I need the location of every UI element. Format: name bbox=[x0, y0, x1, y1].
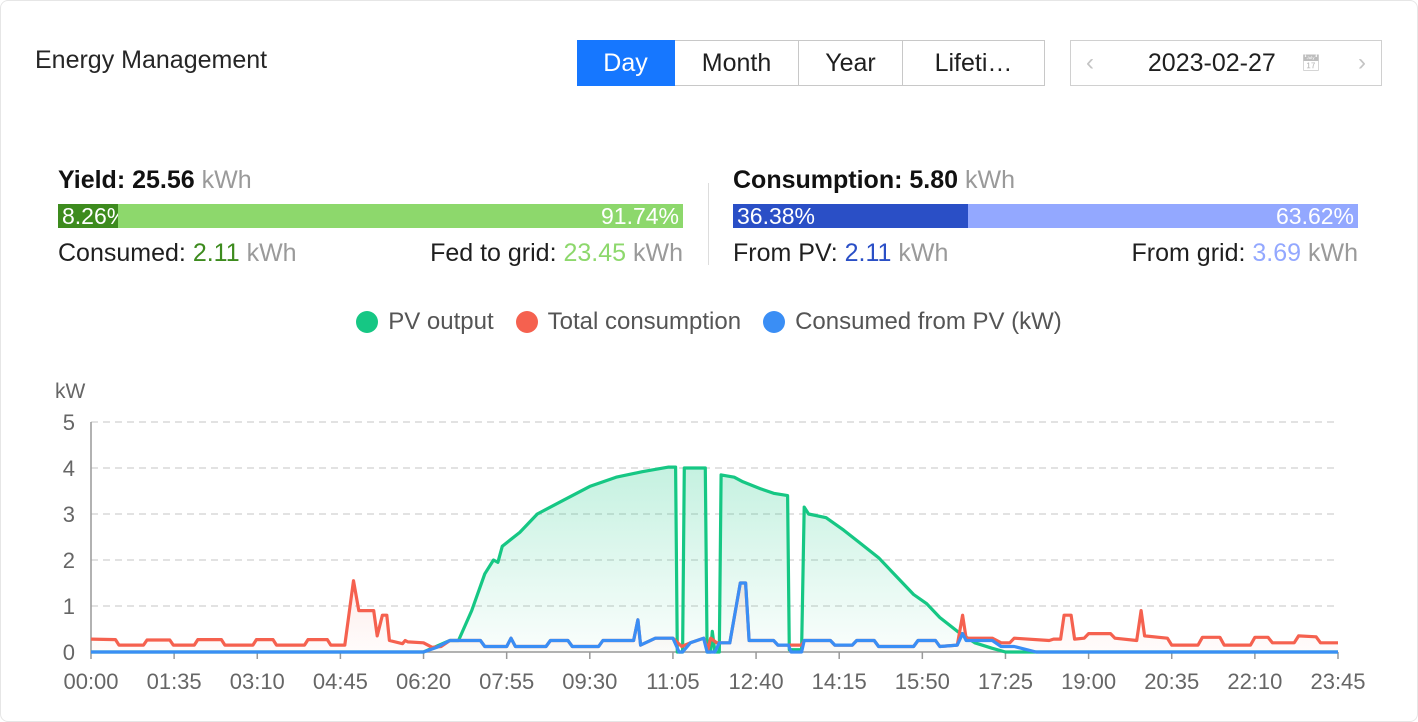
period-selector: Day Month Year Lifeti… bbox=[577, 40, 1045, 86]
x-tick-label: 03:10 bbox=[230, 669, 285, 694]
date-picker[interactable]: ‹ 2023-02-27 📅︎ › bbox=[1070, 40, 1382, 86]
from-pv-pct: 36.38% bbox=[737, 202, 816, 229]
x-tick-label: 01:35 bbox=[147, 669, 202, 694]
legend-item-consumed-from-pv[interactable]: Consumed from PV (kW) bbox=[763, 308, 1062, 336]
from-grid-pct: 63.62% bbox=[1275, 202, 1354, 229]
page-title: Energy Management bbox=[35, 46, 268, 74]
x-tick-label: 23:45 bbox=[1310, 669, 1365, 694]
y-tick-label: 0 bbox=[63, 640, 75, 665]
fed-label: Fed to grid: bbox=[430, 239, 557, 267]
x-tick-label: 04:45 bbox=[313, 669, 368, 694]
series-line-consumed-from-pv-kw- bbox=[91, 581, 1338, 654]
consumption-label: Consumption: bbox=[733, 166, 903, 194]
consumption-unit: kWh bbox=[965, 166, 1015, 194]
x-tick-label: 07:55 bbox=[479, 669, 534, 694]
chart-legend: PV output Total consumption Consumed fro… bbox=[0, 308, 1418, 336]
x-tick-label: 09:30 bbox=[562, 669, 617, 694]
from-grid-label: From grid: bbox=[1131, 239, 1246, 267]
y-tick-label: 4 bbox=[63, 456, 75, 481]
x-tick-label: 06:20 bbox=[396, 669, 451, 694]
consumption-summary: Consumption: 5.80 kWh 36.38% 63.62% From… bbox=[733, 166, 1358, 268]
yield-summary: Yield: 25.56 kWh 8.26% 91.74% Consumed: … bbox=[58, 166, 683, 268]
chevron-right-icon[interactable]: › bbox=[1358, 49, 1366, 76]
y-tick-label: 3 bbox=[63, 502, 75, 527]
legend-item-total-consumption[interactable]: Total consumption bbox=[515, 308, 742, 336]
tab-year[interactable]: Year bbox=[799, 40, 903, 86]
legend-dot bbox=[515, 311, 538, 333]
fed-unit: kWh bbox=[633, 239, 683, 267]
x-tick-label: 12:40 bbox=[729, 669, 784, 694]
series-area-total-consumption bbox=[91, 580, 1338, 652]
y-axis-label: kW bbox=[55, 380, 86, 403]
x-tick-label: 22:10 bbox=[1227, 669, 1282, 694]
date-value[interactable]: 2023-02-27 bbox=[1147, 48, 1276, 77]
from-grid-value: 3.69 bbox=[1252, 239, 1302, 267]
from-pv-value: 2.11 bbox=[844, 239, 892, 267]
yield-fed-pct: 91.74% bbox=[600, 202, 679, 229]
legend-label: Consumed from PV (kW) bbox=[795, 308, 1062, 335]
x-tick-label: 14:15 bbox=[812, 669, 867, 694]
legend-item-pv-output[interactable]: PV output bbox=[356, 308, 494, 336]
series-line-total-consumption bbox=[90, 579, 1338, 652]
yield-bar: 8.26% 91.74% bbox=[58, 202, 683, 229]
consumed-label: Consumed: bbox=[58, 239, 186, 267]
from-grid-segment: 63.62% bbox=[968, 202, 1358, 229]
tab-month[interactable]: Month bbox=[675, 40, 799, 86]
power-chart: kW 0 1 2 3 4 5 00:00 01:35 03:10 04:45 06:20 07:55 0… bbox=[55, 380, 1366, 694]
yield-consumed-segment: 8.26% bbox=[58, 203, 127, 229]
from-pv-unit: kWh bbox=[898, 239, 949, 267]
yield-value: 25.56 bbox=[132, 166, 195, 194]
y-tick-label: 2 bbox=[63, 548, 75, 573]
fed-value: 23.45 bbox=[563, 239, 627, 267]
x-tick-label: 15:50 bbox=[895, 669, 950, 694]
x-tick-label: 11:05 bbox=[646, 669, 699, 694]
x-tick-label: 17:25 bbox=[978, 669, 1033, 694]
consumption-value: 5.80 bbox=[909, 166, 959, 194]
legend-dot bbox=[763, 311, 786, 333]
from-pv-segment: 36.38% bbox=[733, 202, 969, 229]
summary-divider bbox=[708, 183, 709, 265]
legend-dot bbox=[356, 311, 379, 333]
chevron-left-icon[interactable]: ‹ bbox=[1086, 49, 1094, 76]
legend-label: Total consumption bbox=[547, 308, 742, 335]
calendar-icon[interactable]: 📅︎ bbox=[1300, 55, 1321, 72]
from-grid-unit: kWh bbox=[1308, 239, 1358, 267]
yield-consumed-pct: 8.26% bbox=[62, 202, 128, 229]
x-tick-label: 19:00 bbox=[1061, 669, 1116, 694]
consumption-bar: 36.38% 63.62% bbox=[733, 202, 1358, 229]
x-tick-label: 00:00 bbox=[63, 669, 118, 694]
consumed-unit: kWh bbox=[246, 239, 297, 267]
yield-label: Yield: bbox=[58, 166, 126, 194]
yield-unit: kWh bbox=[201, 166, 252, 194]
from-pv-label: From PV: bbox=[733, 239, 838, 267]
legend-label: PV output bbox=[388, 308, 494, 335]
tab-day[interactable]: Day bbox=[577, 40, 675, 86]
consumed-value: 2.11 bbox=[192, 239, 240, 267]
y-tick-label: 1 bbox=[63, 594, 75, 619]
yield-fed-segment: 91.74% bbox=[117, 202, 683, 229]
x-tick-label: 20:35 bbox=[1144, 669, 1199, 694]
y-tick-label: 5 bbox=[63, 410, 75, 435]
tab-lifetime[interactable]: Lifeti… bbox=[903, 40, 1045, 86]
